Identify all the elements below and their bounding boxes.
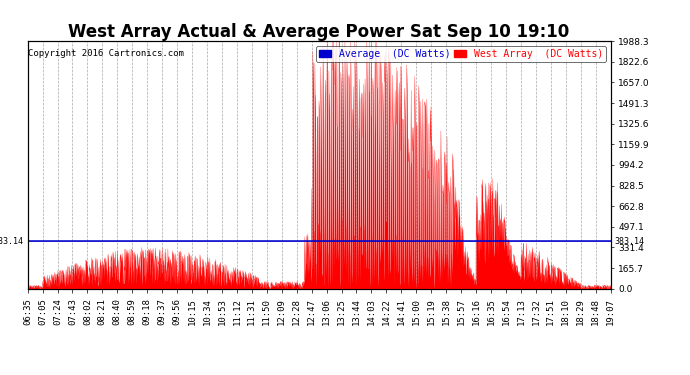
Legend: Average  (DC Watts), West Array  (DC Watts): Average (DC Watts), West Array (DC Watts… [316, 46, 606, 62]
Title: West Array Actual & Average Power Sat Sep 10 19:10: West Array Actual & Average Power Sat Se… [68, 23, 570, 41]
Text: +383.14: +383.14 [0, 237, 23, 246]
Text: Copyright 2016 Cartronics.com: Copyright 2016 Cartronics.com [28, 49, 184, 58]
Text: 383.14: 383.14 [615, 237, 645, 246]
